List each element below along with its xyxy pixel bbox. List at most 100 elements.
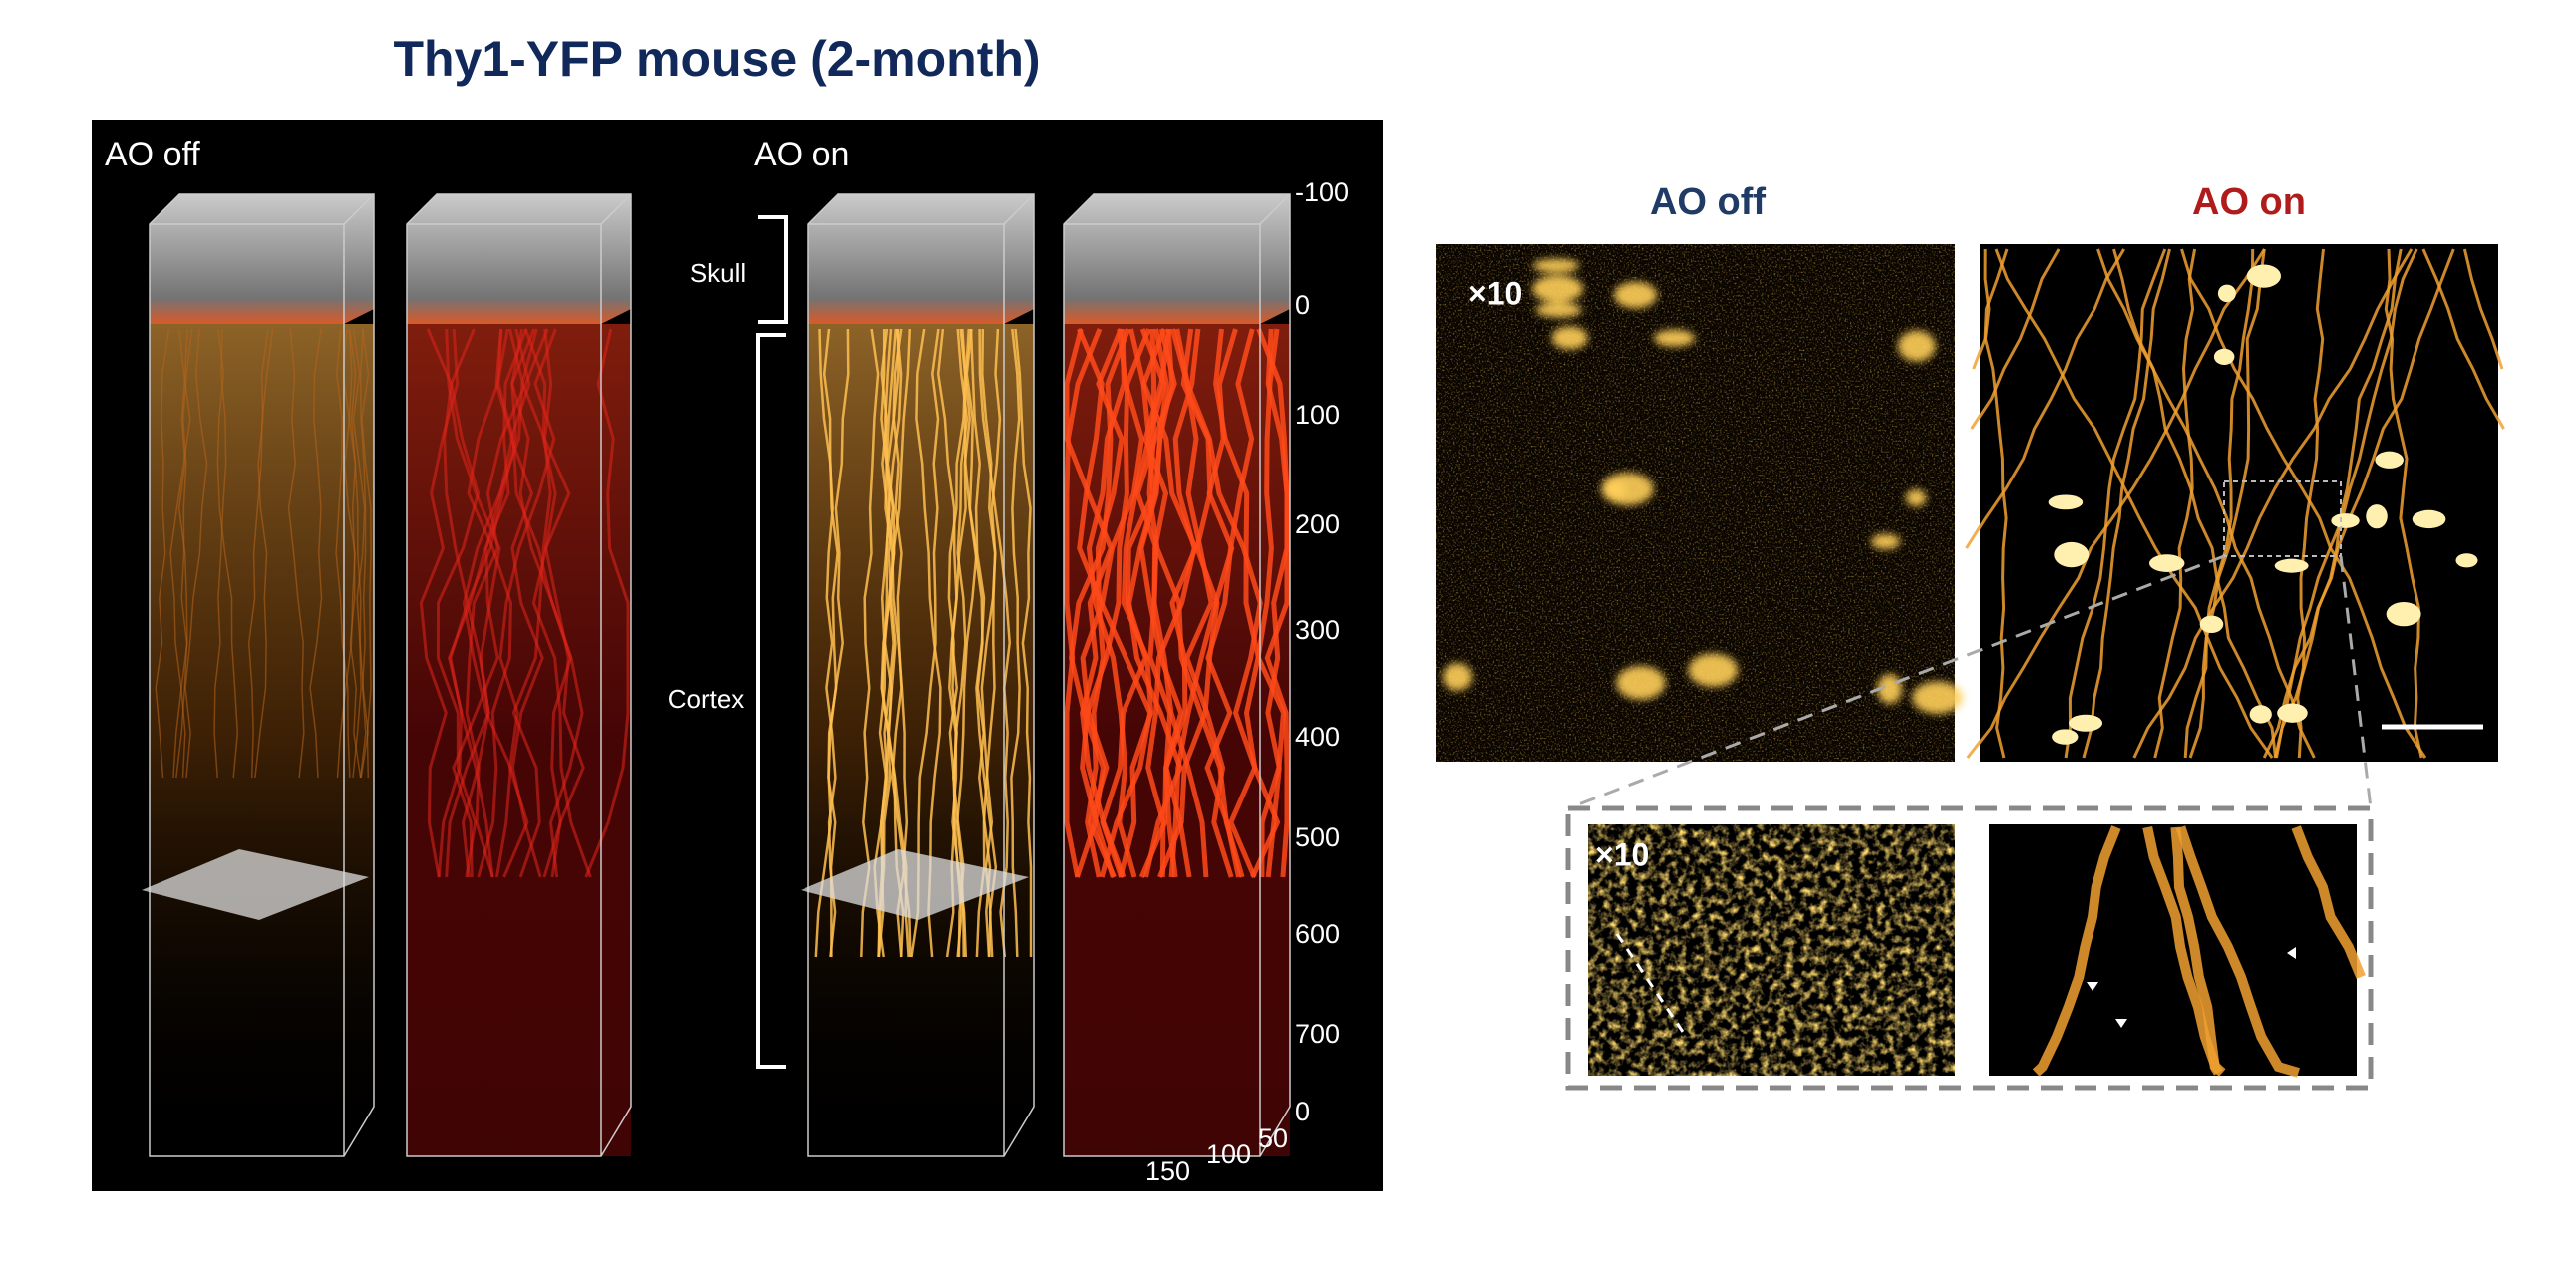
- fiber: [955, 328, 978, 958]
- cortex-bracket: [756, 333, 786, 1069]
- skull-bracket: [758, 215, 788, 324]
- volume-column: [801, 193, 1035, 1157]
- depth-tick-label: 400: [1295, 722, 1340, 752]
- fiber: [814, 328, 850, 958]
- dendrite: [2262, 248, 2455, 759]
- zoom-region: [2223, 480, 2342, 557]
- dendrite: [2032, 825, 2121, 1077]
- dendrite: [2112, 248, 2278, 759]
- blob: [1898, 330, 1936, 362]
- panel-label: AO off: [105, 136, 200, 173]
- depth-tick-label: 300: [1295, 615, 1340, 645]
- fiber: [462, 328, 538, 878]
- fiber: [172, 328, 188, 779]
- fiber: [1142, 328, 1178, 878]
- fiber: [877, 328, 896, 958]
- dendrite: [2096, 248, 2316, 759]
- fiber: [426, 328, 481, 878]
- base-tick-label: 50: [1258, 1123, 1288, 1153]
- base-tick-label: 150: [1145, 1156, 1190, 1186]
- fiber: [1064, 328, 1127, 878]
- blob: [1688, 653, 1739, 687]
- fiber: [254, 328, 269, 779]
- soma: [2052, 729, 2079, 745]
- blob: [1551, 326, 1588, 350]
- blob: [1601, 473, 1654, 506]
- fiber: [349, 328, 369, 779]
- column-header: AO off: [1650, 181, 1766, 223]
- base-tick-label: 100: [1206, 1139, 1251, 1169]
- region-label: Cortex: [668, 684, 745, 714]
- column-header: AO on: [2192, 181, 2306, 223]
- fiber: [509, 328, 544, 878]
- soma: [2331, 513, 2360, 528]
- volume-column: [1063, 193, 1291, 1157]
- fiber: [1014, 328, 1033, 957]
- dendrite: [2175, 825, 2300, 1078]
- dendrite: [2153, 248, 2197, 759]
- wireframe: [1063, 193, 1291, 1157]
- fiber: [1256, 328, 1290, 878]
- depth-tick-label: 0: [1295, 290, 1310, 320]
- fiber: [361, 328, 372, 779]
- soma: [2249, 705, 2272, 724]
- inset-ao-off: [1588, 824, 1955, 1076]
- focal-plane: [142, 849, 369, 920]
- fiber: [1100, 328, 1156, 878]
- zoom-line: [2339, 555, 2373, 809]
- base-tick-label: 0: [1295, 1097, 1310, 1126]
- fiber: [511, 328, 553, 878]
- magnification-label: ×10: [1595, 836, 1649, 872]
- fiber: [948, 328, 971, 958]
- fiber: [1068, 328, 1131, 878]
- fiber: [247, 328, 274, 779]
- fiber: [169, 328, 191, 779]
- zoom-line: [1567, 554, 2225, 810]
- dendrite: [2291, 825, 2366, 979]
- soma: [2048, 494, 2084, 510]
- inset-ao-on: [1989, 824, 2366, 1078]
- skull: [407, 194, 631, 324]
- dendrite: [2421, 248, 2505, 430]
- soma: [2148, 554, 2185, 572]
- fiber: [467, 328, 513, 878]
- fiber: [1243, 328, 1281, 879]
- image-ao-off: [1436, 244, 1963, 762]
- soma: [2375, 451, 2404, 469]
- fiber: [1145, 328, 1201, 878]
- blob: [1616, 666, 1666, 700]
- fiber: [359, 328, 367, 779]
- fiber: [445, 328, 501, 878]
- soma: [2455, 553, 2478, 568]
- soma: [2277, 703, 2308, 723]
- fiber: [910, 328, 940, 958]
- fiber: [448, 328, 528, 878]
- blob: [1535, 302, 1582, 318]
- image-ao-on: [1965, 244, 2505, 762]
- fiber: [175, 328, 193, 779]
- depth-tick-label: 600: [1295, 919, 1340, 949]
- dendrite: [2082, 248, 2171, 759]
- volume-column: [406, 193, 632, 1157]
- dendrite: [1994, 248, 2274, 759]
- soma: [2412, 509, 2446, 529]
- dendrite: [2183, 248, 2255, 759]
- wireframe: [406, 193, 632, 1157]
- fiber: [584, 328, 630, 878]
- fiber: [1146, 328, 1245, 878]
- fiber: [1204, 328, 1255, 878]
- fiber: [1213, 328, 1287, 878]
- blob: [1532, 275, 1584, 303]
- skull: [1064, 194, 1290, 324]
- dendrite: [2142, 825, 2226, 1077]
- wireframe: [149, 193, 375, 1157]
- fiber: [510, 328, 584, 878]
- fiber: [947, 328, 967, 958]
- soma: [2054, 541, 2090, 568]
- dendrite: [1972, 248, 2009, 370]
- fiber: [461, 328, 523, 878]
- blob: [1905, 489, 1927, 507]
- fiber: [287, 328, 305, 779]
